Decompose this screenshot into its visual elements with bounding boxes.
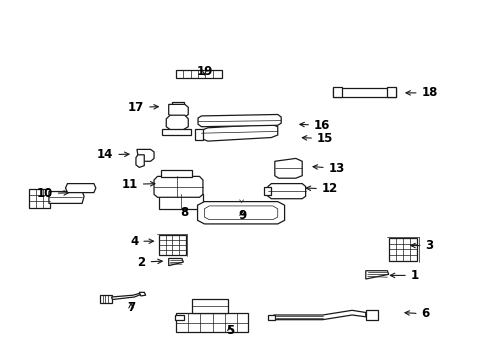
Polygon shape — [49, 192, 84, 203]
Polygon shape — [204, 206, 277, 220]
Polygon shape — [166, 115, 188, 130]
Bar — [162, 129, 190, 135]
Bar — [175, 315, 183, 320]
Polygon shape — [168, 104, 188, 118]
Text: 4: 4 — [130, 235, 153, 248]
Polygon shape — [168, 258, 183, 266]
Polygon shape — [267, 184, 305, 199]
Bar — [172, 102, 184, 111]
Polygon shape — [136, 155, 144, 167]
Bar — [159, 235, 185, 255]
Text: 7: 7 — [127, 301, 135, 314]
Bar — [100, 295, 112, 303]
Bar — [29, 189, 50, 208]
Text: 6: 6 — [404, 307, 429, 320]
Bar — [267, 315, 275, 320]
Bar — [388, 238, 416, 261]
Polygon shape — [111, 293, 141, 300]
Text: 10: 10 — [37, 187, 68, 200]
Bar — [176, 313, 248, 332]
Text: 17: 17 — [128, 101, 158, 114]
Bar — [386, 87, 395, 97]
Text: 13: 13 — [312, 162, 344, 175]
Polygon shape — [198, 114, 281, 127]
Polygon shape — [274, 158, 302, 178]
Text: 16: 16 — [299, 119, 329, 132]
Bar — [159, 194, 203, 209]
Bar — [176, 70, 222, 78]
Text: 3: 3 — [410, 239, 433, 252]
Polygon shape — [65, 184, 96, 193]
Polygon shape — [197, 202, 284, 224]
Text: 12: 12 — [305, 183, 337, 195]
Bar — [365, 310, 377, 320]
Text: 2: 2 — [137, 256, 162, 269]
Text: 18: 18 — [405, 86, 437, 99]
Text: 8: 8 — [181, 206, 188, 219]
Bar — [333, 88, 395, 97]
Text: 5: 5 — [225, 324, 233, 337]
Bar — [194, 129, 203, 140]
Polygon shape — [137, 149, 154, 161]
Text: 14: 14 — [97, 148, 129, 161]
Bar — [264, 187, 271, 195]
Text: 11: 11 — [122, 178, 155, 191]
Polygon shape — [201, 124, 277, 141]
Polygon shape — [273, 310, 365, 320]
Text: 1: 1 — [389, 269, 418, 282]
Bar — [191, 299, 228, 313]
Bar — [161, 170, 191, 177]
Polygon shape — [365, 271, 388, 279]
Text: 19: 19 — [196, 65, 212, 78]
Text: 15: 15 — [302, 132, 332, 145]
Polygon shape — [154, 176, 203, 197]
Polygon shape — [139, 292, 145, 296]
Bar — [333, 87, 342, 97]
Bar — [183, 196, 201, 207]
Bar — [161, 196, 180, 207]
Text: 9: 9 — [238, 209, 245, 222]
